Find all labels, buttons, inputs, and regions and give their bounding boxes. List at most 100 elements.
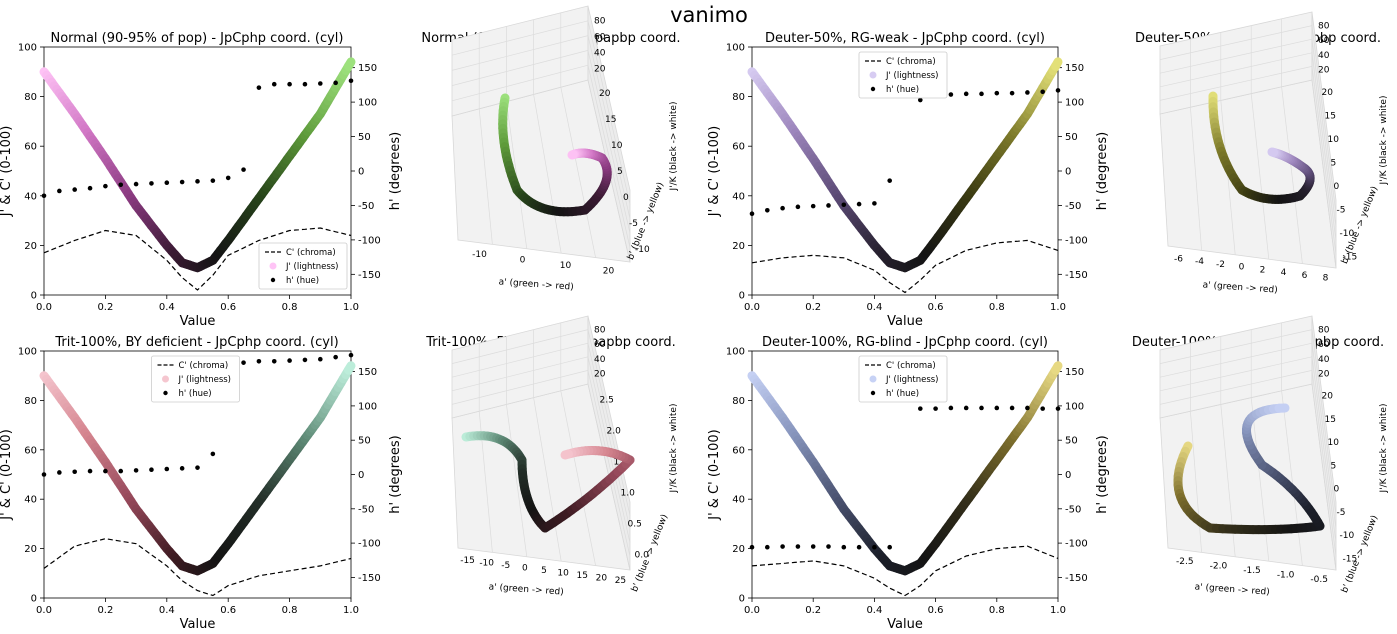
hue-point: [979, 405, 984, 411]
hue-point: [133, 468, 139, 473]
y2-tick-label: 0: [358, 470, 364, 481]
x-tick-label: 0.0: [744, 302, 760, 313]
y-tick-label: -15: [1343, 554, 1358, 564]
x-tick-label: 0.8: [282, 605, 298, 616]
y-tick-label: 0: [739, 594, 745, 605]
grid-line: [587, 65, 631, 248]
x-tick-label: 0.0: [744, 605, 760, 616]
y-tick-label: 40: [24, 495, 37, 506]
legend-hue-label: h' (hue): [286, 276, 319, 286]
x-tick-label: 0.6: [928, 605, 944, 616]
z-tick-label: 60: [1318, 36, 1330, 46]
hue-point: [287, 81, 292, 87]
chart-deuter50-3d: Deuter-50%, RG-weak - Jpapbp coord.-6-4-…: [1135, 11, 1389, 296]
hue-point: [256, 358, 262, 364]
grid-line: [1250, 93, 1270, 260]
y2-tick-label: -100: [358, 235, 381, 246]
grid-line: [451, 342, 589, 378]
legend-hue-key: [270, 277, 276, 283]
hue-point: [780, 205, 785, 211]
hue-point: [856, 201, 862, 207]
hue-point: [57, 470, 62, 475]
hue-point: [948, 92, 954, 97]
y-tick-label: 10: [1328, 438, 1340, 448]
x-tick-label: -15: [460, 556, 475, 566]
hue-point: [872, 544, 877, 550]
z-tick-label: 20: [594, 65, 606, 75]
x-tick-label: 1.0: [1050, 605, 1066, 616]
chroma-series-line: [43, 538, 352, 597]
hue-point: [979, 91, 984, 97]
legend: C' (chroma) J' (lightness) h' (hue): [858, 51, 948, 99]
y-tick-label: 40: [732, 191, 745, 202]
y-tick-label: 0.0: [635, 551, 650, 561]
x-tick-label: -2.5: [1176, 557, 1194, 567]
x-tick-label: 0.6: [220, 302, 236, 313]
grid-line: [533, 94, 562, 254]
y-tick-label: 10: [1328, 135, 1340, 145]
chart-normal-2d: Normal (90-95% of pop) - JpCphp coord. (…: [0, 31, 403, 329]
y-tick-label: 5: [1331, 461, 1337, 471]
grid-line: [1281, 86, 1303, 264]
legend-hue-key: [870, 86, 876, 92]
z-tick-label: 80: [1318, 325, 1330, 335]
grid-line: [506, 404, 528, 557]
y-tick-label: 2.0: [607, 427, 622, 437]
x-tick-label: 1.0: [343, 605, 359, 616]
hue-point: [348, 78, 354, 84]
grid-line: [587, 20, 631, 205]
legend-lightness-key: [869, 375, 877, 383]
x-tick-label: 0.2: [805, 302, 821, 313]
x-tick-label: 0: [520, 255, 526, 265]
y2-tick-label: 150: [1065, 367, 1084, 378]
legend-lightness-label: J' (lightness): [285, 262, 339, 272]
grid-line: [587, 50, 631, 234]
x-tick-label: 0.6: [220, 605, 236, 616]
legend-lightness-key: [269, 262, 277, 270]
x-tick-label: 15: [576, 571, 587, 581]
z-tick-label: 60: [594, 340, 606, 350]
hue-point: [872, 201, 877, 206]
y2-tick-label: 150: [1065, 63, 1084, 74]
grid-line: [1311, 25, 1337, 214]
figure-suptitle: vanimo: [670, 3, 748, 27]
hue-point: [780, 544, 785, 549]
legend: C' (chroma) J' (lightness) h' (hue): [151, 355, 240, 403]
hue-point: [195, 465, 200, 470]
path-series-segment: [567, 150, 578, 160]
hue-point: [210, 451, 216, 457]
x-tick-label: 0.8: [282, 302, 298, 313]
chart-deuter100-3d: Deuter-100%, RG-blind - Jpapbp coord.-2.…: [1132, 315, 1389, 598]
y2-tick-label: 50: [358, 132, 371, 143]
legend-lightness-label: J' (lightness): [885, 375, 939, 385]
y-tick-label: 20: [24, 544, 37, 555]
x-tick-label: 10: [557, 568, 569, 578]
y-tick-label: 5: [617, 167, 623, 177]
y2-tick-label: 150: [358, 367, 377, 378]
hue-point: [1009, 90, 1015, 96]
y-tick-label: -5: [1337, 205, 1346, 215]
hue-point: [87, 185, 93, 191]
y2-tick-label: 100: [1065, 98, 1084, 109]
legend-hue-label: h' (hue): [886, 85, 919, 95]
y2-tick-label: -50: [358, 201, 374, 212]
y-tick-label: 20: [24, 241, 37, 252]
z-tick-label: 60: [594, 33, 606, 43]
y2-tick-label: 0: [1065, 167, 1071, 178]
chart-title: Normal (90-95% of pop) - JpCphp coord. (…: [51, 31, 344, 46]
hue-point: [72, 469, 77, 475]
y-tick-label: 20: [732, 544, 745, 555]
z-axis-label: J'/K (black -> white): [1379, 404, 1389, 494]
legend-hue-key: [870, 390, 876, 396]
grid-line: [1311, 329, 1337, 516]
hue-point: [287, 358, 292, 363]
hue-point: [994, 90, 1000, 96]
x-tick-label: 0.4: [866, 302, 882, 313]
side-pane: [587, 5, 631, 263]
hue-point: [103, 183, 108, 189]
y2-tick-label: 0: [358, 167, 364, 178]
y-tick-label: 80: [24, 396, 37, 407]
grid-line: [1159, 370, 1313, 405]
grid-line: [587, 343, 631, 530]
